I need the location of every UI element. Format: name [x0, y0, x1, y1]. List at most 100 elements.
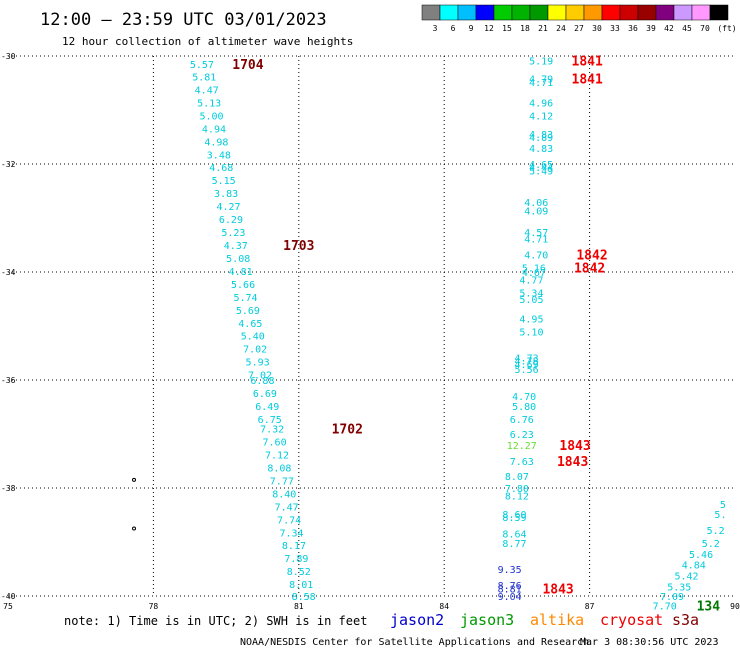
- footer-credit: NOAA/NESDIS Center for Satellite Applica…: [240, 637, 589, 648]
- wave-height-value: 5.49: [529, 166, 553, 177]
- pass-number: 1841: [572, 54, 603, 69]
- scale-label: 12: [484, 24, 494, 33]
- wave-height-value: 7.32: [260, 425, 284, 436]
- wave-height-value: 7.70: [653, 602, 677, 613]
- wave-height-value: 6.69: [253, 389, 277, 400]
- wave-height-value: 4.98: [204, 137, 228, 148]
- wave-height-value: 7.34: [279, 528, 303, 539]
- scale-swatch: [709, 4, 729, 21]
- wave-height-value: 5: [720, 500, 726, 511]
- wave-height-value: 8.40: [272, 489, 296, 500]
- wave-height-value: 7.12: [265, 451, 289, 462]
- scale-label: 39: [646, 24, 656, 33]
- pass-number: 134: [697, 600, 721, 615]
- scale-label: 45: [682, 24, 692, 33]
- wave-height-value: 7.80: [505, 484, 529, 495]
- land-mark: [132, 526, 137, 531]
- scale-swatch: [601, 4, 621, 21]
- wave-height-value: 8.59: [502, 513, 526, 524]
- wave-height-value: 4.27: [216, 202, 240, 213]
- scale-swatch: [529, 4, 549, 21]
- wave-height-value: 5.13: [197, 98, 221, 109]
- wave-height-value: 4.57: [524, 228, 548, 239]
- wave-height-value: 8.07: [505, 472, 529, 483]
- wave-height-value: 4.37: [224, 241, 248, 252]
- scale-swatch: [475, 4, 495, 21]
- scale-label: 9: [469, 24, 474, 33]
- wave-height-value: 5.57: [190, 60, 214, 71]
- scale-label: (ft): [717, 24, 736, 33]
- data-points: 5.575.814.475.135.004.944.983.484.685.15…: [190, 56, 727, 612]
- wave-height-value: 5.56: [515, 365, 539, 376]
- wave-height-value: 4.44: [529, 163, 553, 174]
- wave-height-value: 5.15: [212, 176, 236, 187]
- land-marks: [132, 477, 137, 531]
- wave-height-value: 4.65: [529, 160, 553, 171]
- wave-height-value: 4.83: [529, 130, 553, 141]
- wave-height-value: 6.75: [258, 415, 282, 426]
- satellite-legend-jason3: jason3: [460, 611, 514, 629]
- wave-height-value: 4.89: [529, 133, 553, 144]
- wave-height-value: 5.74: [233, 293, 257, 304]
- x-tick-label: 84: [439, 602, 449, 611]
- scale-swatch: [655, 4, 675, 21]
- wave-height-value: 5.69: [236, 306, 260, 317]
- scale-label: 36: [628, 24, 638, 33]
- color-scale: 3 6 9 12 15 18 21 24 27 30 33 36 39 42 45 70 (ft): [421, 4, 737, 33]
- wave-height-value: 7.89: [284, 554, 308, 565]
- wave-height-value: 5.42: [674, 571, 698, 582]
- wave-height-value: 6.29: [219, 215, 243, 226]
- wave-height-value: 5.66: [231, 280, 255, 291]
- wave-height-value: 8.52: [287, 567, 311, 578]
- scale-swatch: [673, 4, 693, 21]
- wave-height-value: 6.88: [250, 376, 274, 387]
- wave-height-value: 8.01: [289, 580, 313, 591]
- wave-height-value: 5.16: [522, 264, 546, 275]
- wave-height-value: 7.77: [270, 476, 294, 487]
- scale-label: 3: [433, 24, 438, 33]
- wave-height-value: 4.83: [529, 144, 553, 155]
- axis-ticks: 75 78 81 84 87 90 -30 -32 -34 -36 -38 -40: [1, 52, 740, 611]
- wave-height-value: 5.23: [221, 228, 245, 239]
- wave-height-value: 5.93: [246, 358, 270, 369]
- wave-height-value: 4.81: [229, 267, 253, 278]
- wave-height-value: 4.70: [512, 392, 536, 403]
- wave-height-value: 5.80: [512, 402, 536, 413]
- wave-height-value: 5.08: [226, 254, 250, 265]
- wave-height-value: 5.05: [519, 295, 543, 306]
- y-tick-label: -32: [1, 160, 16, 169]
- x-tick-label: 78: [149, 602, 159, 611]
- chart-title: 12:00 – 23:59 UTC 03/01/2023: [40, 10, 327, 30]
- wave-height-value: 5.00: [200, 111, 224, 122]
- scale-swatch: [637, 4, 657, 21]
- wave-height-value: 7.60: [263, 438, 287, 449]
- scale-label: 18: [520, 24, 530, 33]
- scale-label: 15: [502, 24, 512, 33]
- wave-height-value: 4.73: [515, 353, 539, 364]
- wave-height-value: 8.58: [292, 592, 316, 603]
- satellite-legend-altika: altika: [530, 611, 584, 629]
- pass-number: 1842: [576, 249, 607, 264]
- wave-height-value: 8.81: [498, 584, 522, 595]
- scale-label: 27: [574, 24, 584, 33]
- scale-swatch: [583, 4, 603, 21]
- wave-height-value: 6.49: [255, 402, 279, 413]
- wave-height-value: 7.02: [243, 345, 267, 356]
- wave-height-value: 4.71: [529, 78, 553, 89]
- wave-height-value: 4.47: [195, 85, 219, 96]
- wave-height-value: 4.96: [529, 98, 553, 109]
- wave-height-value: 7.02: [248, 371, 272, 382]
- wave-height-value: 4.77: [519, 276, 543, 287]
- scale-swatch: [421, 4, 441, 21]
- wave-height-value: 7.63: [510, 457, 534, 468]
- chart-subtitle: 12 hour collection of altimeter wave hei…: [62, 35, 353, 48]
- pass-labels: 1704170317021841184118421842184318431843…: [232, 54, 720, 614]
- scale-swatch: [691, 4, 711, 21]
- wave-height-value: 8.17: [282, 541, 306, 552]
- wave-height-value: 8.12: [505, 492, 529, 503]
- wave-height-value: 8.60: [502, 510, 526, 521]
- wave-height-value: 4.68: [209, 163, 233, 174]
- wave-height-value: 4.71: [524, 235, 548, 246]
- wave-height-value: 8.76: [498, 581, 522, 592]
